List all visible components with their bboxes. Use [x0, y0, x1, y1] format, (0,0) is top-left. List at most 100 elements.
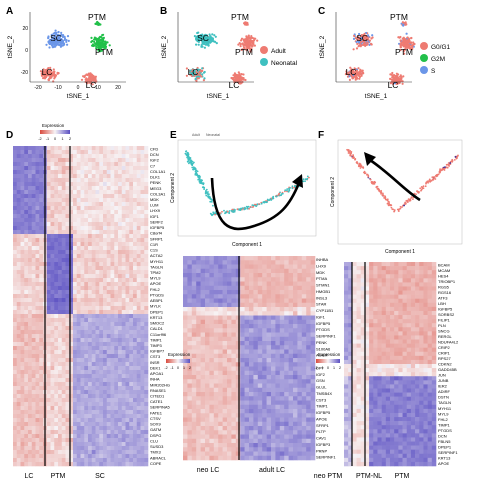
heatmap-cell: [301, 260, 307, 265]
tsne-point: [256, 39, 259, 42]
trajectory-point: [260, 202, 263, 205]
heatmap-cell: [99, 398, 104, 403]
trajectory-point: [287, 190, 290, 193]
heatmap-cell: [35, 334, 40, 339]
tsne-point: [66, 35, 70, 38]
heatmap-cell: [144, 214, 149, 219]
heatmap-cell: [110, 254, 115, 259]
heatmap-cell: [118, 458, 123, 463]
heatmap-cell: [114, 238, 119, 243]
heatmap-cell: [80, 402, 85, 407]
heatmap-cell: [80, 334, 85, 339]
heatmap-cell: [114, 422, 119, 427]
heatmap-cell: [16, 182, 21, 187]
heatmap-cell: [88, 166, 93, 171]
heatmap-cell: [103, 210, 108, 215]
heatmap-cell: [140, 222, 145, 227]
tsne-a-xtick-1: -10: [54, 85, 61, 91]
heatmap-cell: [140, 322, 145, 327]
heatmap-cell: [24, 270, 29, 275]
heatmap-cell: [84, 334, 89, 339]
heatmap-cell: [125, 190, 130, 195]
heatmap-cell: [20, 246, 25, 251]
heatmap-cell: [73, 430, 78, 435]
heatmap-cell: [99, 410, 104, 415]
tsne-point: [246, 23, 249, 26]
heatmap-cell: [140, 410, 145, 415]
heatmap-cell: [196, 273, 201, 278]
heatmap-cell: [16, 362, 21, 367]
heatmap-cell: [73, 298, 78, 303]
tsne-point: [371, 34, 374, 37]
heatmap-cell: [257, 281, 263, 287]
heatmap-cell: [24, 366, 29, 371]
heatmap-cell: [125, 422, 130, 427]
heatmap-cell: [91, 458, 96, 463]
heatmap-cell: [76, 258, 81, 263]
heatmap-cell: [106, 178, 111, 183]
heatmap-cell: [31, 414, 36, 419]
heatmap-cell: [24, 146, 29, 151]
heatmap-cell: [144, 398, 149, 403]
heatmap-cell: [46, 454, 51, 459]
heatmap-cell: [20, 278, 25, 283]
tsne-point: [240, 76, 243, 79]
heatmap-cell: [65, 262, 70, 267]
heatmap-cell: [88, 358, 93, 363]
heatmap-cell: [20, 438, 25, 443]
heatmap-cell: [28, 458, 33, 463]
heatmap-cell: [13, 158, 18, 163]
heatmap-cell: [95, 202, 100, 207]
heatmap-cell: [114, 262, 119, 267]
heatmap-cell: [54, 418, 59, 423]
heatmap-cell: [91, 454, 96, 459]
heatmap-cell: [91, 394, 96, 399]
heatmap-cell: [114, 198, 119, 203]
heatmap-cell: [88, 378, 93, 383]
heatmap-cell: [110, 274, 115, 279]
heatmap-cell: [16, 306, 21, 311]
heatmap-cell: [118, 222, 123, 227]
heatmap-cell: [144, 342, 149, 347]
tsne-panel-b: tSNE_1 tSNE_2 SC PTM LC LC PTM Adult Neo…: [161, 12, 298, 100]
heatmap-cell: [65, 242, 70, 247]
heatmap-cell: [54, 158, 59, 163]
heatmap-d-group-lc: LC: [25, 473, 34, 480]
heatmap-cell: [28, 198, 33, 203]
heatmap-cell: [28, 426, 33, 431]
tsne-point: [356, 42, 359, 46]
tsne-point: [197, 40, 200, 44]
tsne-point: [62, 42, 66, 45]
heatmap-cell: [20, 194, 25, 199]
heatmap-cell: [118, 322, 123, 327]
heatmap-cell: [24, 338, 29, 343]
heatmap-cell: [95, 218, 100, 223]
heatmap-cell: [76, 194, 81, 199]
trajectory-e-legend-adult: Adult: [192, 133, 200, 137]
trajectory-point: [196, 173, 199, 176]
heatmap-cell: [118, 442, 123, 447]
heatmap-cell: [54, 430, 59, 435]
heatmap-cell: [65, 254, 70, 259]
heatmap-cell: [144, 322, 149, 327]
heatmap-cell: [125, 178, 130, 183]
tsne-point: [232, 79, 236, 82]
heatmap-cell: [65, 294, 70, 299]
heatmap-cell: [80, 218, 85, 223]
heatmap-cell: [99, 178, 104, 183]
panel-letter-f: F: [318, 130, 324, 141]
heatmap-cell: [80, 210, 85, 215]
heatmap-cell: [54, 146, 59, 151]
heatmap-cell: [35, 242, 40, 247]
tsne-c-label-ptm-top: PTM: [390, 12, 408, 22]
tsne-point: [405, 39, 408, 42]
heatmap-cell: [136, 326, 141, 331]
heatmap-cell: [80, 358, 85, 363]
heatmap-cell: [50, 362, 55, 367]
heatmap-cell: [76, 366, 81, 371]
heatmap-cell: [125, 450, 130, 455]
heatmap-cell: [31, 362, 36, 367]
heatmap-cell: [58, 246, 63, 251]
tsne-point: [92, 43, 95, 46]
heatmap-cell: [28, 346, 33, 351]
